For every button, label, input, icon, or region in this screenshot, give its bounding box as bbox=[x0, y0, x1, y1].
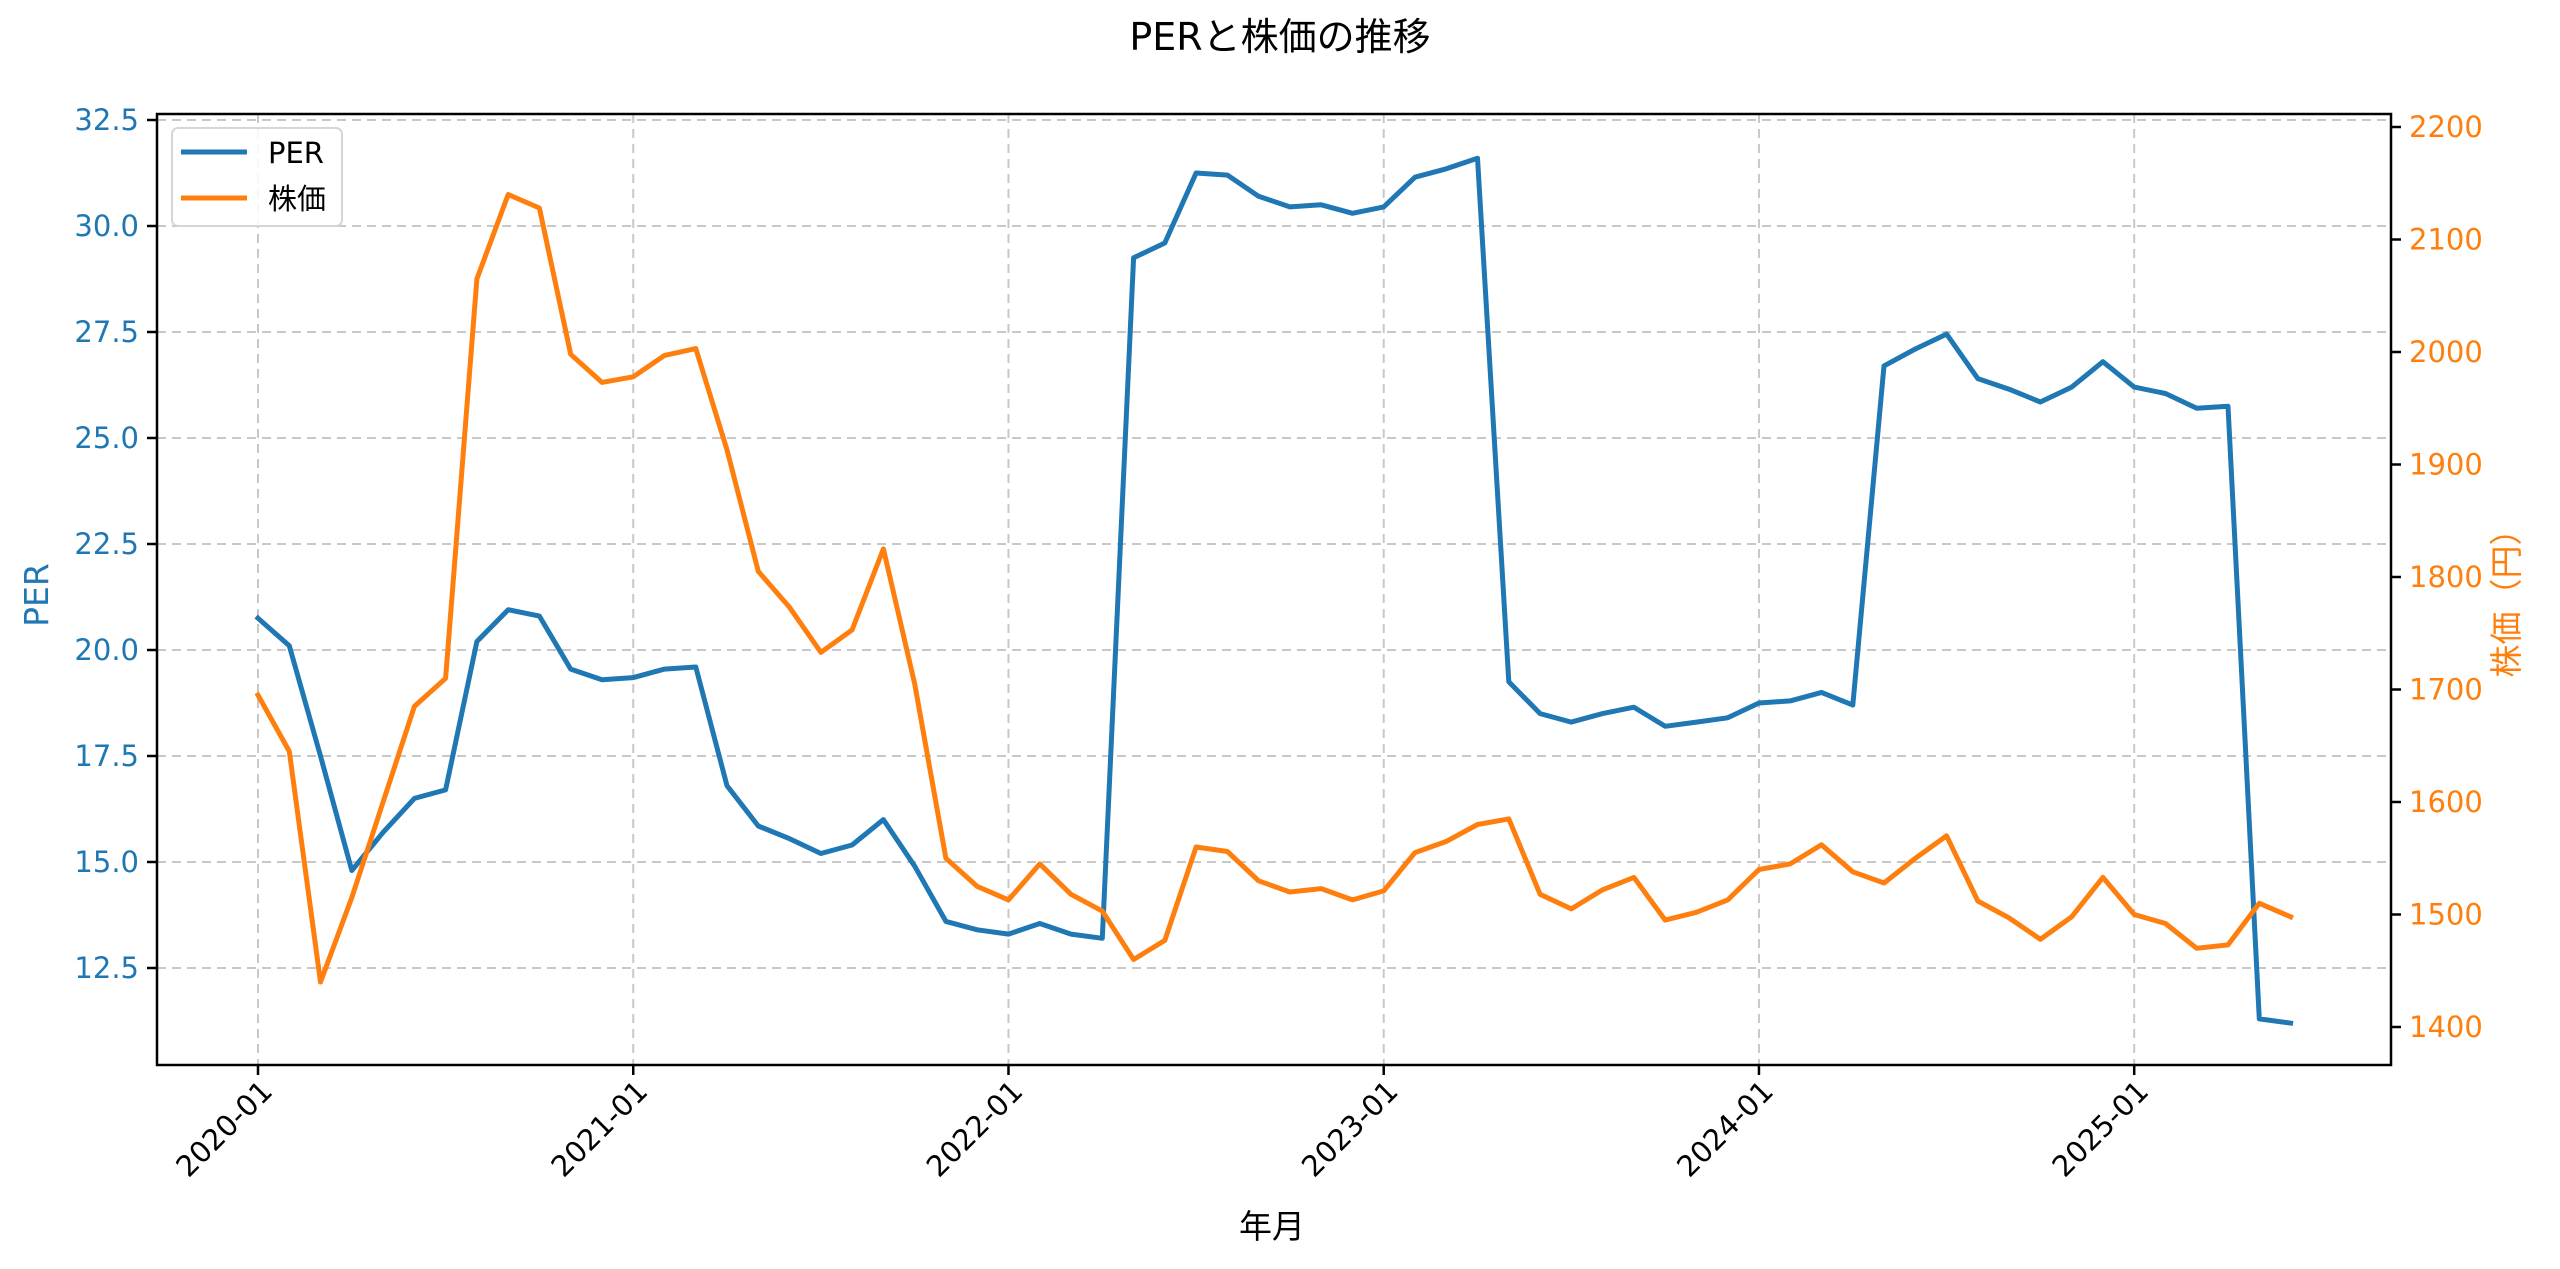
x-tick-label: 2025-01 bbox=[2045, 1074, 2155, 1184]
legend: PER 株価 bbox=[171, 127, 343, 227]
y-left-tick-label: 30.0 bbox=[74, 209, 139, 243]
y-right-tick-label: 2100 bbox=[2409, 223, 2483, 257]
y-right-tick-label: 1700 bbox=[2409, 673, 2483, 707]
y-right-tick-label: 1500 bbox=[2409, 898, 2483, 932]
y-axis-label-price: 株価（円） bbox=[2487, 513, 2526, 678]
y-right-tick-label: 1800 bbox=[2409, 560, 2483, 594]
y-left-tick-label: 20.0 bbox=[74, 633, 139, 667]
x-tick-label: 2024-01 bbox=[1670, 1074, 1780, 1184]
y-right-tick-label: 1400 bbox=[2409, 1010, 2483, 1044]
right-y-axis-ticks: 1400 1500 1600 1700 1800 1900 2000 2100 2200 bbox=[2391, 110, 2483, 1044]
plot-area bbox=[254, 155, 2294, 1026]
y-left-tick-label: 27.5 bbox=[74, 315, 139, 349]
stock-price-line bbox=[254, 192, 2294, 985]
x-tick-label: 2020-01 bbox=[169, 1074, 279, 1184]
legend-label-price: 株価 bbox=[268, 182, 326, 216]
y-axis-label-per: PER bbox=[17, 563, 56, 627]
y-right-tick-label: 1600 bbox=[2409, 785, 2483, 819]
y-right-tick-label: 2200 bbox=[2409, 110, 2483, 144]
y-left-tick-label: 22.5 bbox=[74, 527, 139, 561]
chart-title: PERと株価の推移 bbox=[1129, 15, 1430, 59]
y-left-tick-label: 12.5 bbox=[74, 951, 139, 985]
legend-label-per: PER bbox=[268, 136, 324, 170]
left-y-axis-ticks: 12.5 15.0 17.5 20.0 22.5 25.0 27.5 30.0 32.5 bbox=[74, 103, 157, 985]
y-left-tick-label: 15.0 bbox=[74, 845, 139, 879]
y-left-tick-label: 25.0 bbox=[74, 421, 139, 455]
x-axis-ticks: 2020-01 2021-01 2022-01 2023-01 2024-01 2025-… bbox=[169, 1065, 2155, 1184]
y-right-tick-label: 1900 bbox=[2409, 448, 2483, 482]
x-tick-label: 2022-01 bbox=[920, 1074, 1030, 1184]
x-tick-label: 2023-01 bbox=[1295, 1074, 1405, 1184]
horizontal-gridlines bbox=[157, 119, 2391, 969]
x-axis-label: 年月 bbox=[1239, 1207, 1305, 1246]
vertical-gridlines bbox=[257, 114, 2136, 1065]
x-tick-label: 2021-01 bbox=[544, 1074, 654, 1184]
per-line bbox=[254, 155, 2294, 1026]
y-right-tick-label: 2000 bbox=[2409, 335, 2483, 369]
y-left-tick-label: 32.5 bbox=[74, 103, 139, 137]
axes-frame bbox=[155, 112, 2393, 1067]
y-left-tick-label: 17.5 bbox=[74, 739, 139, 773]
